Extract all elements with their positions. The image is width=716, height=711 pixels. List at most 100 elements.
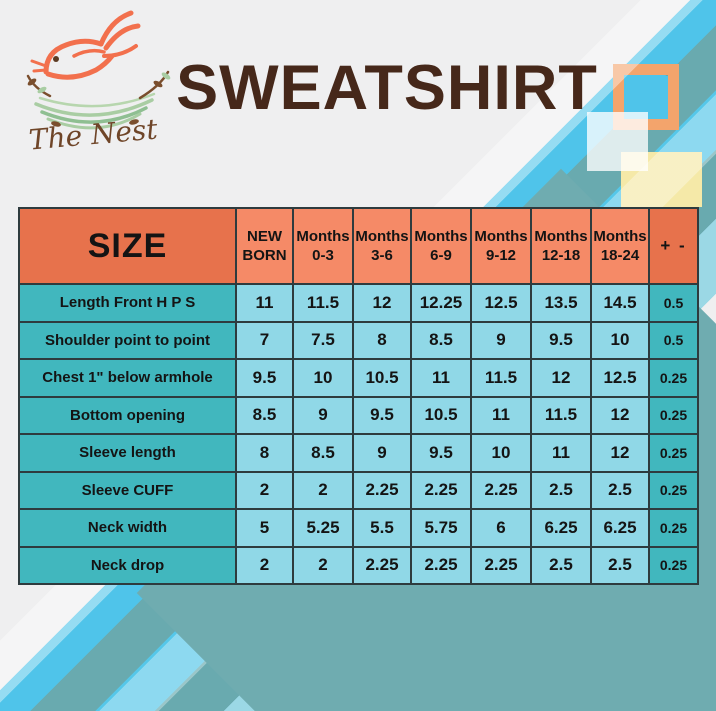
header-line: Months (474, 227, 528, 245)
table-row: Neck drop 2 2 2.25 2.25 2.25 2.5 2.5 0.2… (18, 545, 699, 585)
size-value-cell: 2 (235, 545, 294, 585)
header-line: 12-18 (541, 247, 581, 264)
table-row: Bottom opening 8.5 9 9.5 10.5 11 11.5 12… (18, 395, 699, 435)
size-value-cell: 11 (470, 395, 532, 435)
size-value-cell: 2.25 (470, 545, 532, 585)
page-title: SWEATSHIRT (176, 53, 598, 123)
tolerance-cell: 0.25 (648, 358, 699, 398)
row-label: Length Front H P S (18, 283, 237, 323)
size-value-cell: 9.5 (410, 433, 472, 473)
size-value-cell: 10 (470, 433, 532, 473)
size-value-cell: 12 (530, 358, 592, 398)
size-value-cell: 2.25 (410, 470, 472, 510)
size-value-cell: 2.25 (352, 470, 412, 510)
size-value-cell: 5.5 (352, 508, 412, 548)
size-value-cell: 2.5 (530, 470, 592, 510)
size-value-cell: 2.5 (590, 470, 650, 510)
size-value-cell: 2.25 (470, 470, 532, 510)
header-line: 6-9 (430, 247, 452, 264)
tolerance-cell: 0.5 (648, 320, 699, 360)
tolerance-cell: 0.25 (648, 545, 699, 585)
size-value-cell: 2.5 (590, 545, 650, 585)
table-row: Shoulder point to point 7 7.5 8 8.5 9 9.… (18, 320, 699, 360)
size-value-cell: 9 (352, 433, 412, 473)
row-label: Bottom opening (18, 395, 237, 435)
tolerance-cell: 0.25 (648, 395, 699, 435)
size-value-cell: 11.5 (292, 283, 354, 323)
size-value-cell: 12 (352, 283, 412, 323)
size-value-cell: 11 (530, 433, 592, 473)
size-value-cell: 12 (590, 433, 650, 473)
size-value-cell: 12.25 (410, 283, 472, 323)
header-line: 9-12 (485, 247, 517, 264)
size-value-cell: 12 (590, 395, 650, 435)
table-header-row: SIZE NEW BORN Months 0-3 Months 3-6 Mont… (18, 207, 699, 285)
row-label: Sleeve CUFF (18, 470, 237, 510)
size-value-cell: 8.5 (292, 433, 354, 473)
column-header-months-12-18: Months 12-18 (530, 207, 592, 285)
size-value-cell: 11 (410, 358, 472, 398)
table-row: Sleeve CUFF 2 2 2.25 2.25 2.25 2.5 2.5 0… (18, 470, 699, 510)
size-value-cell: 6 (470, 508, 532, 548)
size-value-cell: 2 (292, 545, 354, 585)
tolerance-cell: 0.25 (648, 508, 699, 548)
size-value-cell: 2.25 (352, 545, 412, 585)
size-value-cell: 5.25 (292, 508, 354, 548)
white-square-decoration (587, 112, 648, 171)
size-value-cell: 9.5 (235, 358, 294, 398)
size-value-cell: 12.5 (470, 283, 532, 323)
table-row: Neck width 5 5.25 5.5 5.75 6 6.25 6.25 0… (18, 508, 699, 548)
size-value-cell: 10 (292, 358, 354, 398)
brand-logo: The Nest (16, 4, 181, 157)
size-value-cell: 9.5 (530, 320, 592, 360)
column-header-newborn: NEW BORN (235, 207, 294, 285)
size-value-cell: 2.25 (410, 545, 472, 585)
header-line: 3-6 (371, 247, 393, 264)
header-line: 0-3 (312, 247, 334, 264)
header-line: NEW (247, 227, 282, 245)
size-value-cell: 11 (235, 283, 294, 323)
size-value-cell: 2 (235, 470, 294, 510)
size-value-cell: 6.25 (590, 508, 650, 548)
header-line: BORN (242, 247, 287, 264)
size-value-cell: 8 (352, 320, 412, 360)
row-label: Neck drop (18, 545, 237, 585)
size-value-cell: 6.25 (530, 508, 592, 548)
size-value-cell: 10.5 (352, 358, 412, 398)
column-header-months-3-6: Months 3-6 (352, 207, 412, 285)
row-label: Sleeve length (18, 433, 237, 473)
column-header-months-9-12: Months 9-12 (470, 207, 532, 285)
size-value-cell: 10.5 (410, 395, 472, 435)
table-row: Sleeve length 8 8.5 9 9.5 10 11 12 0.25 (18, 433, 699, 473)
row-label: Neck width (18, 508, 237, 548)
size-value-cell: 2 (292, 470, 354, 510)
size-chart-table: SIZE NEW BORN Months 0-3 Months 3-6 Mont… (18, 207, 699, 585)
row-label: Shoulder point to point (18, 320, 237, 360)
size-value-cell: 14.5 (590, 283, 650, 323)
size-value-cell: 7 (235, 320, 294, 360)
size-value-cell: 9 (292, 395, 354, 435)
tolerance-cell: 0.25 (648, 433, 699, 473)
size-header-cell: SIZE (18, 207, 237, 285)
header-line: 18-24 (600, 247, 640, 264)
size-value-cell: 2.5 (530, 545, 592, 585)
size-value-cell: 10 (590, 320, 650, 360)
size-value-cell: 5 (235, 508, 294, 548)
header-line: Months (355, 227, 409, 245)
tolerance-cell: 0.5 (648, 283, 699, 323)
column-header-months-0-3: Months 0-3 (292, 207, 354, 285)
size-value-cell: 9.5 (352, 395, 412, 435)
column-header-months-6-9: Months 6-9 (410, 207, 472, 285)
header-line: Months (593, 227, 647, 245)
header-line: Months (414, 227, 468, 245)
size-value-cell: 7.5 (292, 320, 354, 360)
size-value-cell: 8.5 (235, 395, 294, 435)
size-value-cell: 12.5 (590, 358, 650, 398)
table-row: Chest 1" below armhole 9.5 10 10.5 11 11… (18, 358, 699, 398)
size-value-cell: 8 (235, 433, 294, 473)
size-value-cell: 11.5 (470, 358, 532, 398)
size-value-cell: 8.5 (410, 320, 472, 360)
size-value-cell: 11.5 (530, 395, 592, 435)
bird-nest-logo-icon: The Nest (26, 10, 171, 157)
